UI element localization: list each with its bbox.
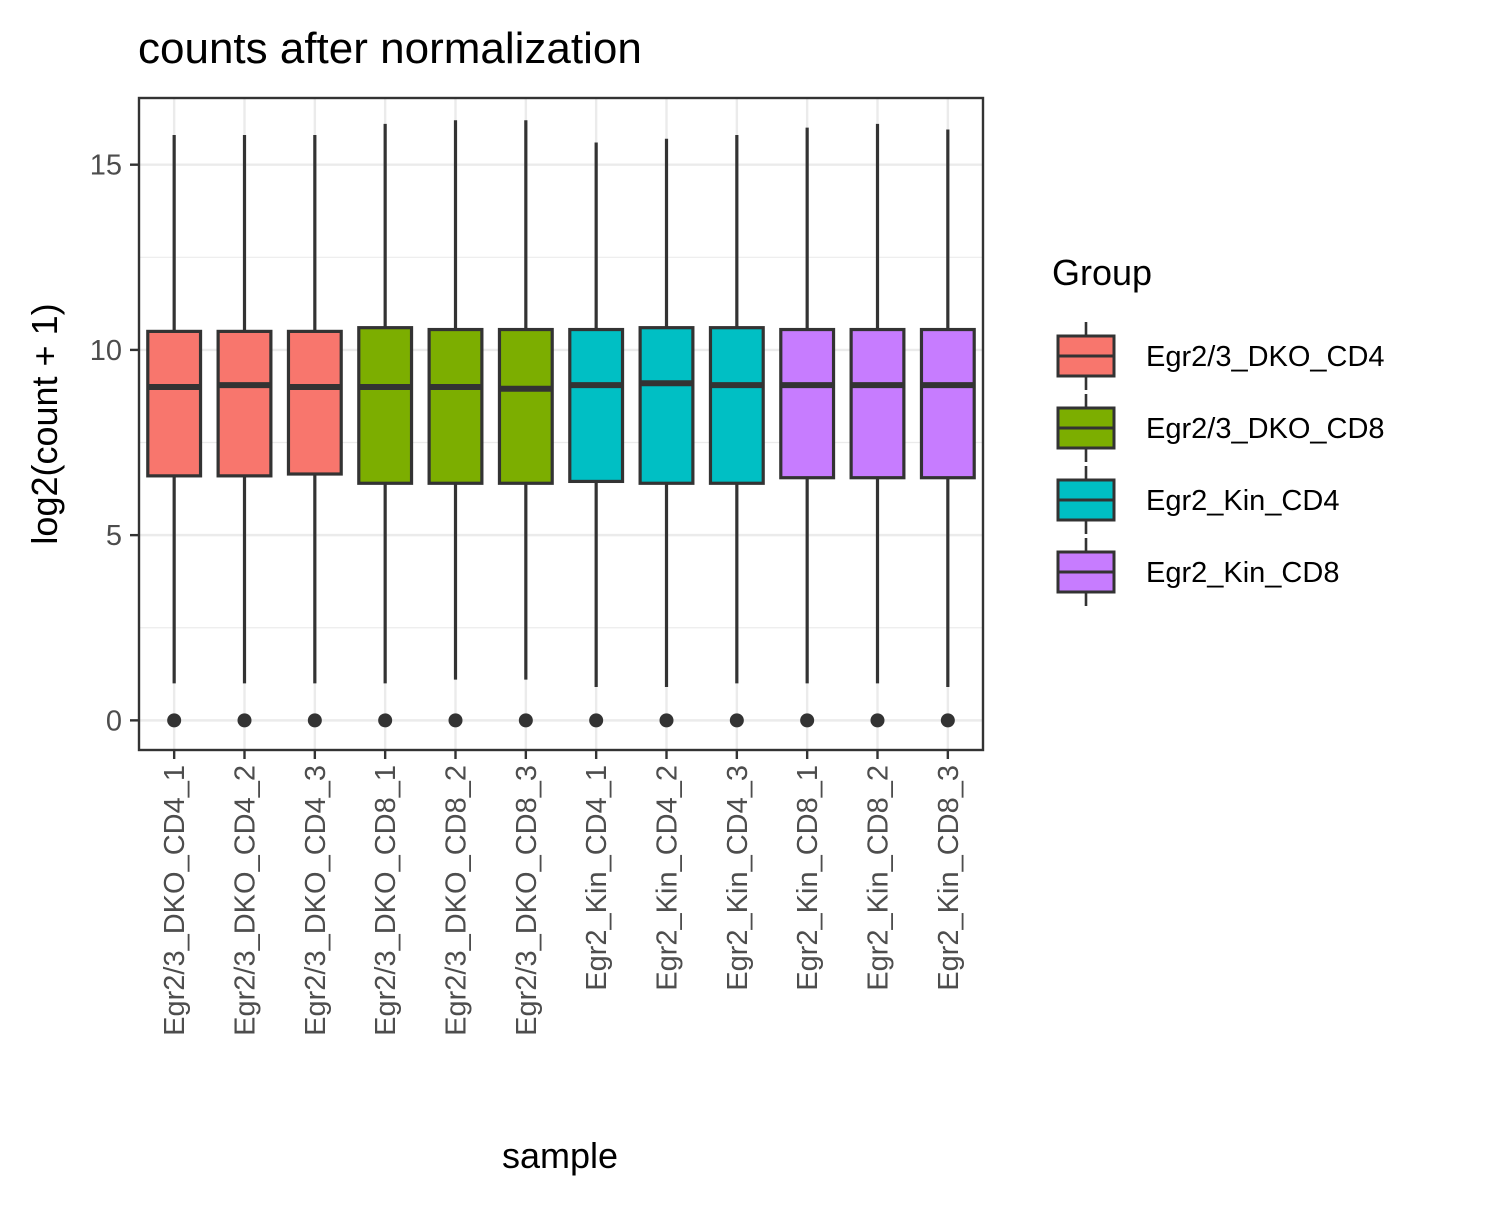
outlier-point	[167, 713, 182, 728]
legend-label: Egr2_Kin_CD4	[1146, 485, 1339, 517]
outlier-point	[307, 713, 322, 728]
y-axis-title: log2(count + 1)	[24, 303, 65, 544]
x-tick-label: Egr2/3_DKO_CD4_2	[230, 765, 262, 1036]
box-1	[146, 135, 203, 728]
y-tick-label: 5	[106, 520, 122, 552]
x-tick-label: Egr2_Kin_CD4_3	[722, 765, 754, 991]
x-tick-label: Egr2/3_DKO_CD4_3	[300, 765, 332, 1036]
box-12	[919, 129, 976, 728]
plot-background	[139, 98, 983, 750]
box-body	[427, 327, 484, 485]
x-tick-label: Egr2_Kin_CD8_2	[863, 765, 895, 991]
outlier-point	[448, 713, 463, 728]
outlier-point	[729, 713, 744, 728]
legend-item-2: Egr2/3_DKO_CD8	[1056, 394, 1385, 462]
box-body	[849, 327, 906, 480]
outlier-point	[870, 713, 885, 728]
box-5	[427, 120, 484, 728]
chart-title: counts after normalization	[138, 24, 642, 73]
box-3	[286, 135, 343, 728]
x-tick-label: Egr2/3_DKO_CD4_1	[159, 765, 191, 1036]
outlier-point	[237, 713, 252, 728]
outlier-point	[940, 713, 955, 728]
box-body	[779, 327, 836, 480]
x-tick-label: Egr2_Kin_CD4_2	[652, 765, 684, 991]
outlier-point	[518, 713, 533, 728]
plot-area: 0 5 10 15 Egr2/3_DKO_CD4_1 Egr2/3_DKO_CD4_2 Eg…	[90, 96, 985, 1036]
box-10	[779, 127, 836, 728]
x-tick-label: Egr2_Kin_CD4_1	[581, 765, 613, 991]
box-body	[708, 326, 765, 485]
outlier-point	[659, 713, 674, 728]
box-body	[146, 329, 203, 478]
legend-label: Egr2/3_DKO_CD8	[1146, 413, 1385, 445]
y-tick-label: 15	[90, 150, 122, 182]
y-tick-label: 10	[90, 335, 122, 367]
x-axis-title: sample	[502, 1135, 618, 1176]
legend-item-3: Egr2_Kin_CD4	[1056, 466, 1339, 534]
box-body	[638, 326, 695, 485]
box-body	[568, 327, 625, 484]
box-7	[568, 142, 625, 728]
box-6	[497, 120, 554, 728]
x-tick-label: Egr2/3_DKO_CD8_3	[511, 765, 543, 1036]
legend-label: Egr2/3_DKO_CD4	[1146, 341, 1385, 373]
box-body	[357, 326, 414, 485]
legend-item-4: Egr2_Kin_CD8	[1056, 538, 1339, 606]
box-11	[849, 123, 906, 728]
box-2	[216, 135, 273, 728]
x-tick-label: Egr2_Kin_CD8_3	[933, 765, 965, 991]
outlier-point	[800, 713, 815, 728]
legend-title: Group	[1052, 252, 1152, 293]
box-9	[708, 135, 765, 728]
box-body	[216, 329, 273, 478]
x-tick-label: Egr2_Kin_CD8_1	[792, 765, 824, 991]
plot-border	[137, 96, 985, 752]
box-body	[497, 327, 554, 485]
y-tick-label: 0	[106, 705, 122, 737]
outlier-point	[378, 713, 393, 728]
box-4	[357, 123, 414, 728]
x-tick-label: Egr2/3_DKO_CD8_1	[370, 765, 402, 1036]
outlier-point	[589, 713, 604, 728]
legend: Group Egr2/3_DKO_CD4 Egr2/3_DKO_CD8 Egr2_K…	[1052, 252, 1385, 606]
legend-label: Egr2_Kin_CD8	[1146, 557, 1339, 589]
box-body	[919, 327, 976, 480]
x-tick-label: Egr2/3_DKO_CD8_2	[441, 765, 473, 1036]
box-8	[638, 138, 695, 728]
legend-item-1: Egr2/3_DKO_CD4	[1056, 322, 1385, 390]
box-body	[286, 329, 343, 476]
